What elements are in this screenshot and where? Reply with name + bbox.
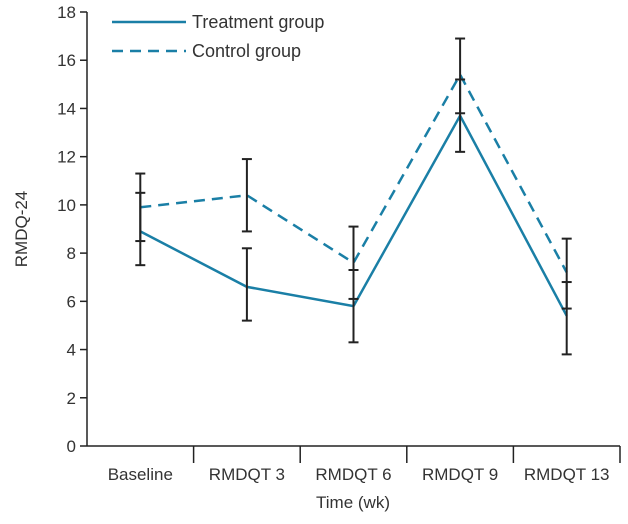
axes xyxy=(86,12,620,447)
error-bar xyxy=(455,37,466,115)
error-bar xyxy=(135,172,146,243)
x-tick-label: Baseline xyxy=(108,465,173,484)
y-tick-label: 10 xyxy=(57,196,76,215)
y-tick-label: 14 xyxy=(57,99,76,118)
error-bar xyxy=(561,237,572,310)
errorbar-layer xyxy=(135,37,572,356)
x-tick-label: RMDQT 13 xyxy=(524,465,610,484)
y-tick-label: 18 xyxy=(57,3,76,22)
legend: Treatment group Control group xyxy=(112,12,324,61)
series-line-control xyxy=(140,72,568,273)
error-bar xyxy=(348,225,359,300)
error-bar xyxy=(241,247,252,322)
y-tick-label: 6 xyxy=(67,292,76,311)
x-tick-label: RMDQT 3 xyxy=(209,465,285,484)
x-tick-label: RMDQT 9 xyxy=(422,465,498,484)
x-axis-title: Time (wk) xyxy=(316,493,390,512)
y-axis-title: RMDQ-24 xyxy=(12,191,31,268)
y-tick-label: 12 xyxy=(57,148,76,167)
y-ticks: 0 2 4 6 8 10 12 14 16 18 xyxy=(57,3,87,456)
x-tick-label: RMDQT 6 xyxy=(315,465,391,484)
legend-label: Treatment group xyxy=(192,12,324,32)
legend-label: Control group xyxy=(192,41,301,61)
y-tick-label: 16 xyxy=(57,51,76,70)
y-tick-label: 8 xyxy=(67,244,76,263)
y-tick-label: 4 xyxy=(67,341,76,360)
y-tick-label: 2 xyxy=(67,389,76,408)
y-tick-label: 0 xyxy=(67,437,76,456)
error-bar xyxy=(241,158,252,233)
x-ticks: Baseline RMDQT 3 RMDQT 6 RMDQT 9 RMDQT 13 xyxy=(108,446,621,484)
